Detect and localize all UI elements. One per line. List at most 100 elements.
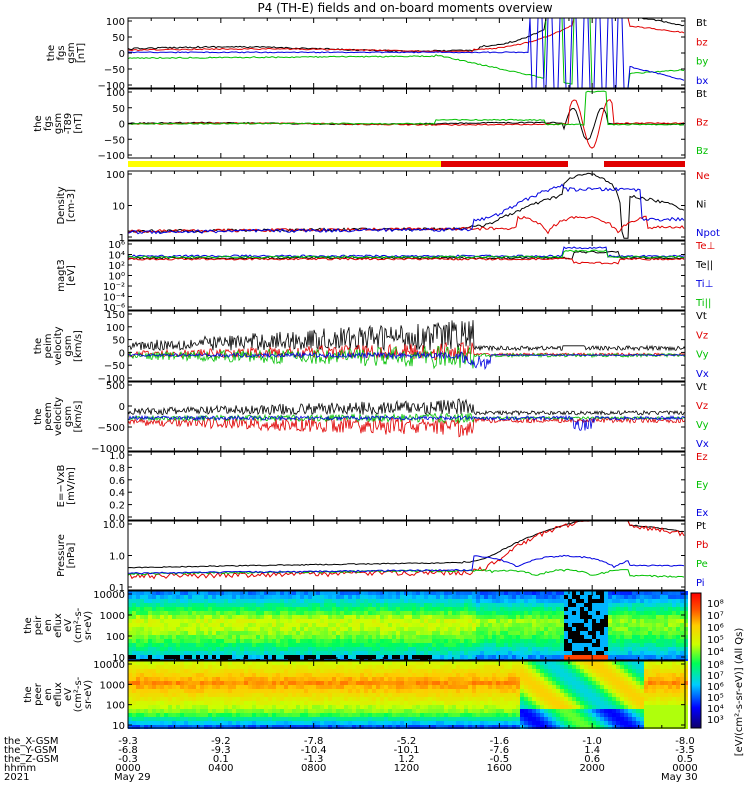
footer-value: 0800 <box>301 763 326 774</box>
footer-value: -8.0 <box>675 736 695 747</box>
ytick-label-peir-spectrogram: 1000 <box>100 611 125 622</box>
vy-line-peim <box>127 345 686 370</box>
ytick-label-temperature: 10⁻² <box>103 282 125 293</box>
footer-value: 0400 <box>208 763 233 774</box>
ylabel-pressure: Pressure [nPa] <box>56 534 77 577</box>
footer-label-the_Y-GSM: the_Y-GSM <box>4 745 57 756</box>
ytick-label-fgs-gsm: −100 <box>98 81 125 92</box>
footer-value: 2000 <box>579 763 604 774</box>
ytick-label-temperature: 10⁻⁴ <box>103 293 125 304</box>
footer-value: -0.3 <box>118 754 138 765</box>
ylabel-fgs-gsm-t89: the fgs gsm -T89 [nT] <box>33 113 84 135</box>
ytick-label-fgs-gsm-t89: 50 <box>112 104 125 115</box>
footer-value: 0.1 <box>213 754 229 765</box>
legend-efield-Ez: Ez <box>696 452 708 463</box>
legend-density-Npot: Npot <box>696 228 720 239</box>
legend-fgs-gsm-t89-Bz: Bz <box>696 146 708 157</box>
ytick-label-efield: 1.0 <box>109 451 125 462</box>
date-label-start: May 29 <box>114 772 151 783</box>
colorbar-tick-upper: 10⁷ <box>707 611 724 622</box>
ylabel-peer-spectrogram: the peer en eflux eV (cm²-s-sr-eV) <box>23 676 94 712</box>
ytick-label-peir-spectrogram: 10 <box>112 653 125 664</box>
footer-value: -6.8 <box>118 745 138 756</box>
ytick-label-peir-spectrogram: 100 <box>106 632 125 643</box>
footer-label-the_X-GSM: the_X-GSM <box>4 736 58 747</box>
ytick-label-efield: 0.4 <box>109 488 125 499</box>
ytick-label-pressure: 1.0 <box>109 552 125 563</box>
legend-peim-velocity-Vt: Vt <box>696 311 707 322</box>
vt-line-peim <box>127 320 686 352</box>
footer-value: -10.1 <box>394 745 420 756</box>
ytick-label-peim-velocity: 0 <box>119 348 125 359</box>
footer-value: 1.2 <box>399 754 415 765</box>
legend-pressure-Pi: Pi <box>696 578 705 589</box>
ytick-label-peer-spectrogram: 10000 <box>93 660 125 671</box>
peer-spectrogram-image <box>128 661 688 729</box>
ytick-label-temperature: 10⁰ <box>108 272 125 283</box>
legend-pressure-Pe: Pe <box>696 559 708 570</box>
ytick-label-peim-velocity: 50 <box>112 336 125 347</box>
footer-value: -7.8 <box>304 736 324 747</box>
legend-efield-Ex: Ex <box>696 508 708 519</box>
vt-line-peem <box>127 398 686 416</box>
legend-pressure-Pb: Pb <box>696 540 708 551</box>
bz2-line-panel2 <box>128 90 685 126</box>
ytick-label-density: 1 <box>119 233 125 244</box>
ytick-label-peem-velocity: −1000 <box>91 444 125 455</box>
legend-efield-Ey: Ey <box>696 480 708 491</box>
footer-value: -0.5 <box>490 754 510 765</box>
legend-temperature-Te⊥: Te⊥ <box>695 241 715 252</box>
ytick-label-peem-velocity: 0 <box>119 402 125 413</box>
ylabel-efield: E=−VxB [mV/m] <box>56 465 77 508</box>
colorbar-tick-upper: 10⁵ <box>707 635 724 646</box>
ytick-label-peer-spectrogram: 10 <box>112 721 125 732</box>
ytick-label-temperature: 10⁶ <box>108 240 125 251</box>
legend-peem-velocity-Vy: Vy <box>696 420 709 431</box>
footer-value: 0000 <box>115 763 140 774</box>
ytick-label-temperature: 10² <box>108 261 125 272</box>
by-line-panel1 <box>127 17 685 89</box>
colorbar-tick-lower: 10⁷ <box>707 671 724 682</box>
ytick-label-peir-spectrogram: 10000 <box>93 590 125 601</box>
ytick-label-pressure: 10.0 <box>103 520 125 531</box>
colorbar-tick-lower: 10³ <box>707 715 724 726</box>
teperp-line <box>127 257 685 265</box>
footer-value: -1.6 <box>490 736 510 747</box>
panel-frame-pressure <box>127 520 686 591</box>
legend-peem-velocity-Vz: Vz <box>696 401 708 412</box>
ytick-label-fgs-gsm: 100 <box>106 17 125 28</box>
legend-density-Ne: Ne <box>696 171 710 182</box>
legend-temperature-Te||: Te|| <box>695 260 713 271</box>
legend-peem-velocity-Vt: Vt <box>696 382 707 393</box>
npot-line <box>127 183 685 235</box>
footer-value: 1600 <box>487 763 512 774</box>
ylabel-temperature: magt3 [eV] <box>56 259 77 292</box>
ytick-label-fgs-gsm-t89: 0 <box>119 120 125 131</box>
footer-year: 2021 <box>4 772 29 783</box>
ytick-label-fgs-gsm: 0 <box>119 49 125 60</box>
panel-frame-efield <box>127 451 686 521</box>
pi-line <box>127 554 685 575</box>
ylabel-fgs-gsm: the fgs gsm [nT] <box>46 42 87 63</box>
ytick-label-fgs-gsm-t89: 100 <box>106 88 125 99</box>
footer-label-the_Z-GSM: the_Z-GSM <box>4 754 59 765</box>
legend-fgs-gsm-bz: bz <box>696 37 708 48</box>
footer-value: 1.4 <box>584 745 600 756</box>
peir-spectrogram-image <box>128 591 688 663</box>
chart-title: P4 (TH-E) fields and on-board moments ov… <box>257 1 553 15</box>
footer-value: -5.2 <box>397 736 417 747</box>
colorbar-tick-lower: 10⁵ <box>707 693 724 704</box>
legend-peim-velocity-Vz: Vz <box>696 330 708 341</box>
legend-pressure-Pt: Pt <box>696 521 706 532</box>
tipar-line <box>127 249 685 259</box>
ytick-label-peem-velocity: −500 <box>98 423 125 434</box>
legend-density-Ni: Ni <box>696 200 706 211</box>
footer-value: 0000 <box>672 763 697 774</box>
legend-fgs-gsm-t89-Bt: Bt <box>696 89 707 100</box>
footer-label-hhmm: hhmm <box>4 763 36 774</box>
legend-peim-velocity-Vy: Vy <box>696 350 709 361</box>
colorbar-tick-upper: 10⁶ <box>707 623 724 634</box>
legend-fgs-gsm-Bt: Bt <box>696 18 707 29</box>
colorbar <box>690 592 702 729</box>
